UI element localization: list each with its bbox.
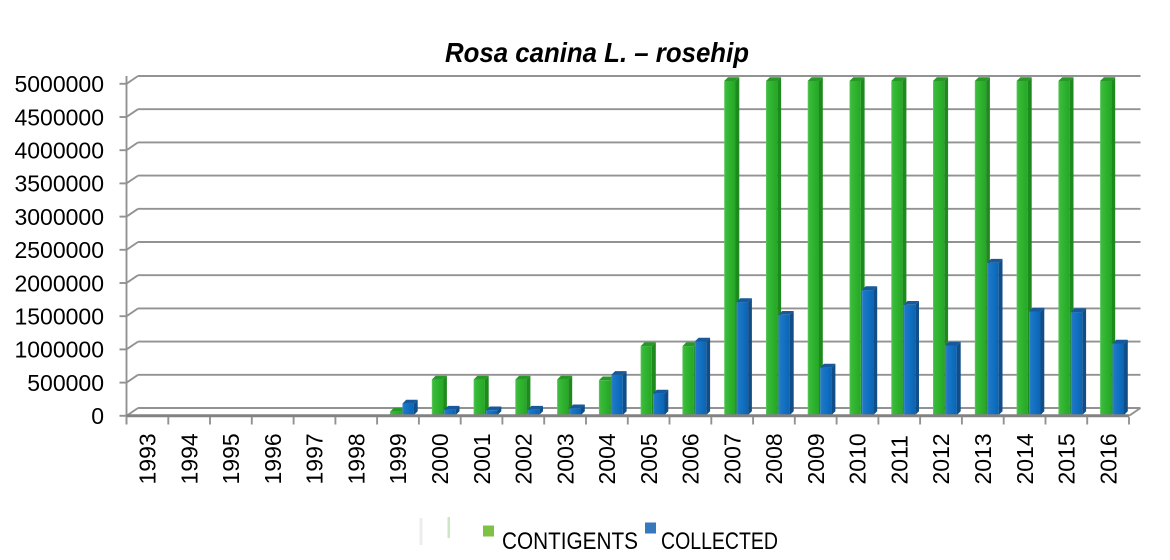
svg-text:500000: 500000 [27, 370, 104, 396]
svg-text:1999: 1999 [385, 433, 411, 484]
svg-text:2000: 2000 [427, 433, 453, 484]
svg-text:5000000: 5000000 [14, 71, 104, 97]
svg-text:3000000: 3000000 [14, 204, 104, 230]
svg-text:2005: 2005 [636, 433, 662, 484]
svg-text:2002: 2002 [511, 433, 537, 484]
svg-text:2014: 2014 [1012, 433, 1038, 484]
svg-text:1997: 1997 [302, 433, 328, 484]
svg-text:COLLECTED: COLLECTED [661, 528, 778, 555]
svg-text:4500000: 4500000 [14, 104, 104, 130]
svg-text:1500000: 1500000 [14, 304, 104, 330]
svg-text:2001: 2001 [469, 433, 495, 484]
svg-text:2010: 2010 [845, 433, 871, 484]
svg-text:4000000: 4000000 [14, 138, 104, 164]
svg-text:2009: 2009 [803, 433, 829, 484]
svg-text:1998: 1998 [343, 433, 369, 484]
svg-text:1993: 1993 [135, 433, 161, 484]
svg-text:2004: 2004 [594, 433, 620, 484]
svg-text:2007: 2007 [719, 433, 745, 484]
svg-text:2500000: 2500000 [14, 237, 104, 263]
svg-text:2006: 2006 [678, 433, 704, 484]
svg-text:2013: 2013 [970, 433, 996, 484]
svg-text:2000000: 2000000 [14, 270, 104, 296]
svg-text:2012: 2012 [928, 433, 954, 484]
svg-text:2003: 2003 [552, 433, 578, 484]
svg-text:1000000: 1000000 [14, 337, 104, 363]
svg-text:1994: 1994 [176, 433, 202, 484]
svg-text:1996: 1996 [260, 433, 286, 484]
svg-text:0: 0 [91, 403, 104, 429]
svg-text:2016: 2016 [1095, 433, 1121, 484]
svg-text:3500000: 3500000 [14, 171, 104, 197]
svg-text:2011: 2011 [887, 435, 913, 484]
svg-text:2008: 2008 [761, 433, 787, 484]
svg-text:2015: 2015 [1054, 433, 1080, 484]
svg-text:Rosa canina L. – rosehip: Rosa canina L. – rosehip [445, 37, 749, 68]
svg-text:CONTIGENTS: CONTIGENTS [502, 528, 638, 555]
svg-text:1995: 1995 [218, 433, 244, 484]
